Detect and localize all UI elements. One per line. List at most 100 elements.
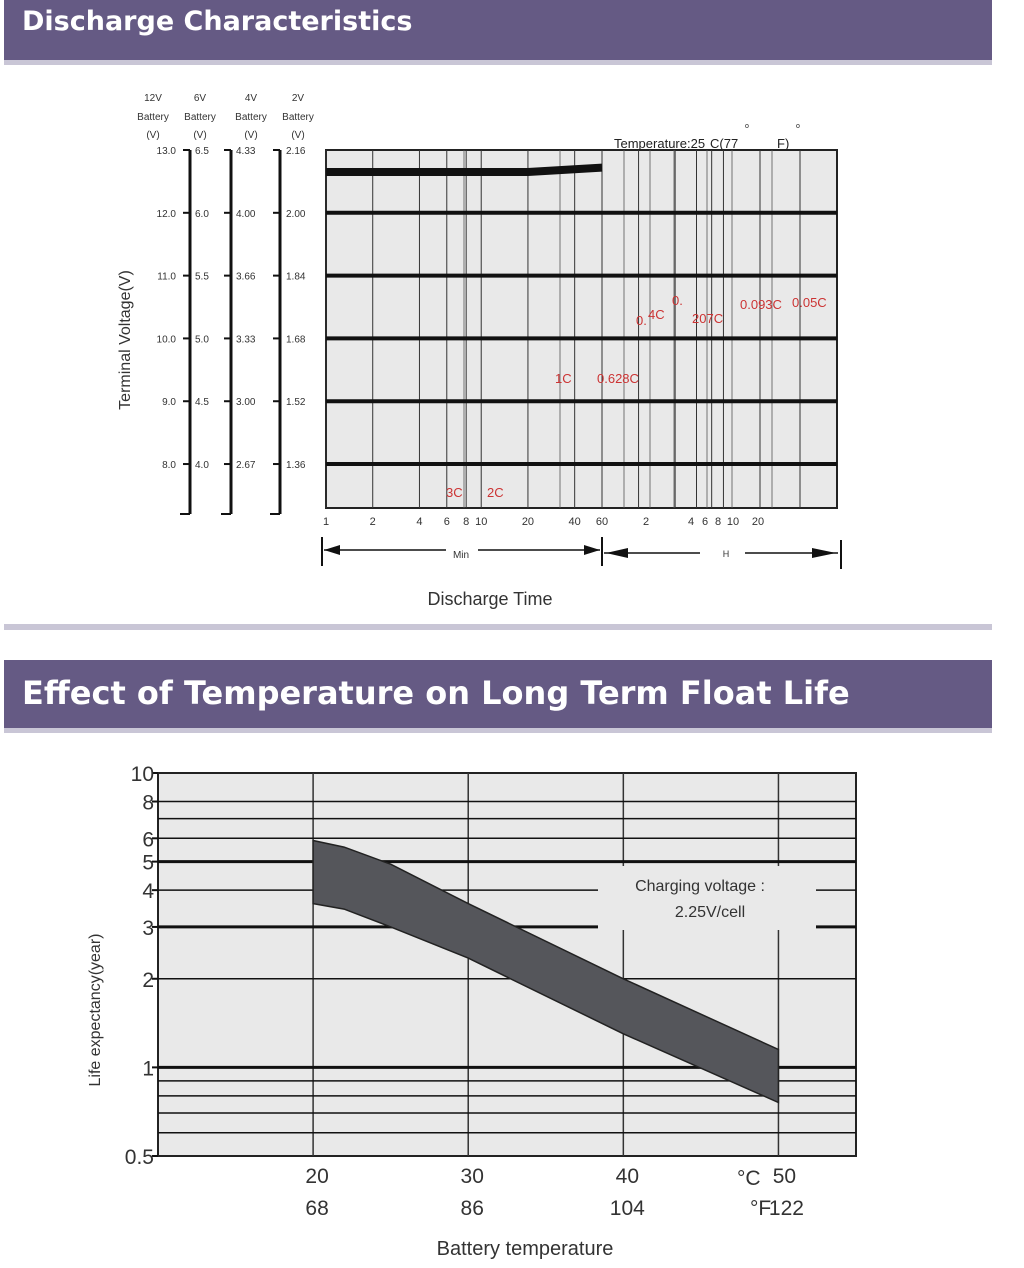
range-label-min: Min [453,550,469,561]
x-tick-label: 60 [596,516,608,528]
discharge-section-title: Discharge Characteristics [22,6,413,37]
degree-mark: o [796,123,800,130]
battery-scale-label: 6.5 [195,146,209,157]
x-tick-label-celsius: 30 [461,1165,484,1188]
range-arrow-head [584,545,600,555]
battery-scale-label: 5.0 [195,334,209,345]
float-life-section-header: Effect of Temperature on Long Term Float… [4,660,992,733]
battery-scale-label: 1.68 [286,334,306,345]
curve-label: 0. [636,313,647,328]
x-tick-label: 2 [370,516,376,528]
x-axis-label: Battery temperature [437,1238,614,1260]
y-tick-label: 3 [142,917,154,940]
y-tick-label: 0.5 [125,1146,154,1169]
curve-label: 1C [555,371,572,386]
battery-scale-label: 1.52 [286,397,306,408]
x-tick-label: 4 [416,516,422,528]
battery-column-sub: Battery [235,112,267,123]
curve-label: 0. [672,293,683,308]
x-tick-label-fahrenheit: 122 [769,1197,804,1220]
range-arrow-head [606,548,628,558]
range-label-h: H [723,549,730,559]
battery-scale-label: 6.0 [195,209,209,220]
battery-scale-label: 10.0 [157,334,177,345]
x-tick-label-fahrenheit: 68 [305,1197,328,1220]
x-tick-label: 8 [715,516,721,528]
curve-label: 0.05C [792,295,827,310]
range-arrow-head [812,548,836,558]
battery-scale-label: 4.0 [195,460,209,471]
battery-column-name: 12V [144,93,162,104]
x-tick-label: 20 [522,516,534,528]
battery-scale-label: 4.5 [195,397,209,408]
battery-scale-label: 3.00 [236,397,256,408]
discharge-characteristics-chart: 12VBattery(V)13.012.011.010.09.08.06VBat… [117,93,842,609]
x-tick-label-celsius: 40 [616,1165,639,1188]
x-unit-fahrenheit: °F [750,1197,771,1220]
section-divider [4,624,992,630]
y-axis-label: Terminal Voltage(V) [117,270,134,410]
battery-scale-label: 11.0 [157,272,176,283]
battery-scale-label: 3.33 [236,334,256,345]
battery-scale-label: 2.67 [236,460,256,471]
battery-scale-label: 3.66 [236,272,256,283]
curve-label: 207C [692,311,723,326]
battery-column-sub: Battery [184,112,216,123]
x-tick-label: 10 [727,516,739,528]
life-expectancy-band [312,839,780,1104]
x-tick-label-fahrenheit: 104 [610,1197,645,1220]
x-tick-label-celsius: 50 [773,1165,796,1188]
curve-label: 3C [446,485,463,500]
battery-scale-label: 2.00 [286,209,306,220]
curve-label: 4C [648,307,665,322]
initial-voltage-line [326,163,603,176]
x-tick-label: 6 [702,516,708,528]
battery-column-name: 6V [194,93,207,104]
battery-scale-label: 1.36 [286,460,306,471]
float-life-section-title: Effect of Temperature on Long Term Float… [22,674,850,712]
x-tick-label: 20 [752,516,764,528]
y-tick-label: 8 [142,792,154,815]
y-tick-label: 10 [131,763,154,786]
range-arrow-head [324,545,340,555]
curve-label: 2C [487,485,504,500]
y-tick-label: 4 [142,880,154,903]
battery-column-unit: (V) [146,130,159,141]
charging-voltage-label: Charging voltage : [635,878,765,895]
charging-voltage-value: 2.25V/cell [675,904,745,921]
battery-scale-label: 4.33 [236,146,256,157]
x-tick-label: 8 [463,516,469,528]
battery-scale-label: 9.0 [162,397,176,408]
x-tick-label: 1 [323,516,329,528]
battery-scale-label: 5.5 [195,272,209,283]
x-axis-label: Discharge Time [427,589,552,609]
battery-column-unit: (V) [193,130,206,141]
battery-scale-label: 4.00 [236,209,256,220]
x-tick-label: 6 [444,516,450,528]
degree-mark: o [745,123,749,130]
battery-column-sub: Battery [282,112,314,123]
x-tick-label: 2 [643,516,649,528]
battery-column-name: 4V [245,93,258,104]
battery-column-name: 2V [292,93,305,104]
temperature-annotation-rest: C(77 [710,136,738,151]
x-tick-label-fahrenheit: 86 [461,1197,484,1220]
curve-label: 0.628C [597,371,639,386]
header-shadow [4,728,992,733]
x-tick-label: 10 [475,516,487,528]
y-axis-label: Life expectancy(year) [87,934,104,1087]
battery-column-unit: (V) [291,130,304,141]
temperature-annotation: Temperature:25 [614,136,705,151]
battery-scale-label: 8.0 [162,460,176,471]
discharge-section-header: Discharge Characteristics [4,0,992,65]
curve-label: 0.093C [740,297,782,312]
y-tick-label: 6 [142,828,154,851]
temperature-annotation-end: F) [777,136,789,151]
x-tick-label: 4 [688,516,694,528]
battery-scale-label: 2.16 [286,146,306,157]
y-tick-label: 5 [142,852,154,875]
y-tick-label: 1 [142,1057,154,1080]
battery-column-unit: (V) [244,130,257,141]
plot-area [325,149,838,509]
